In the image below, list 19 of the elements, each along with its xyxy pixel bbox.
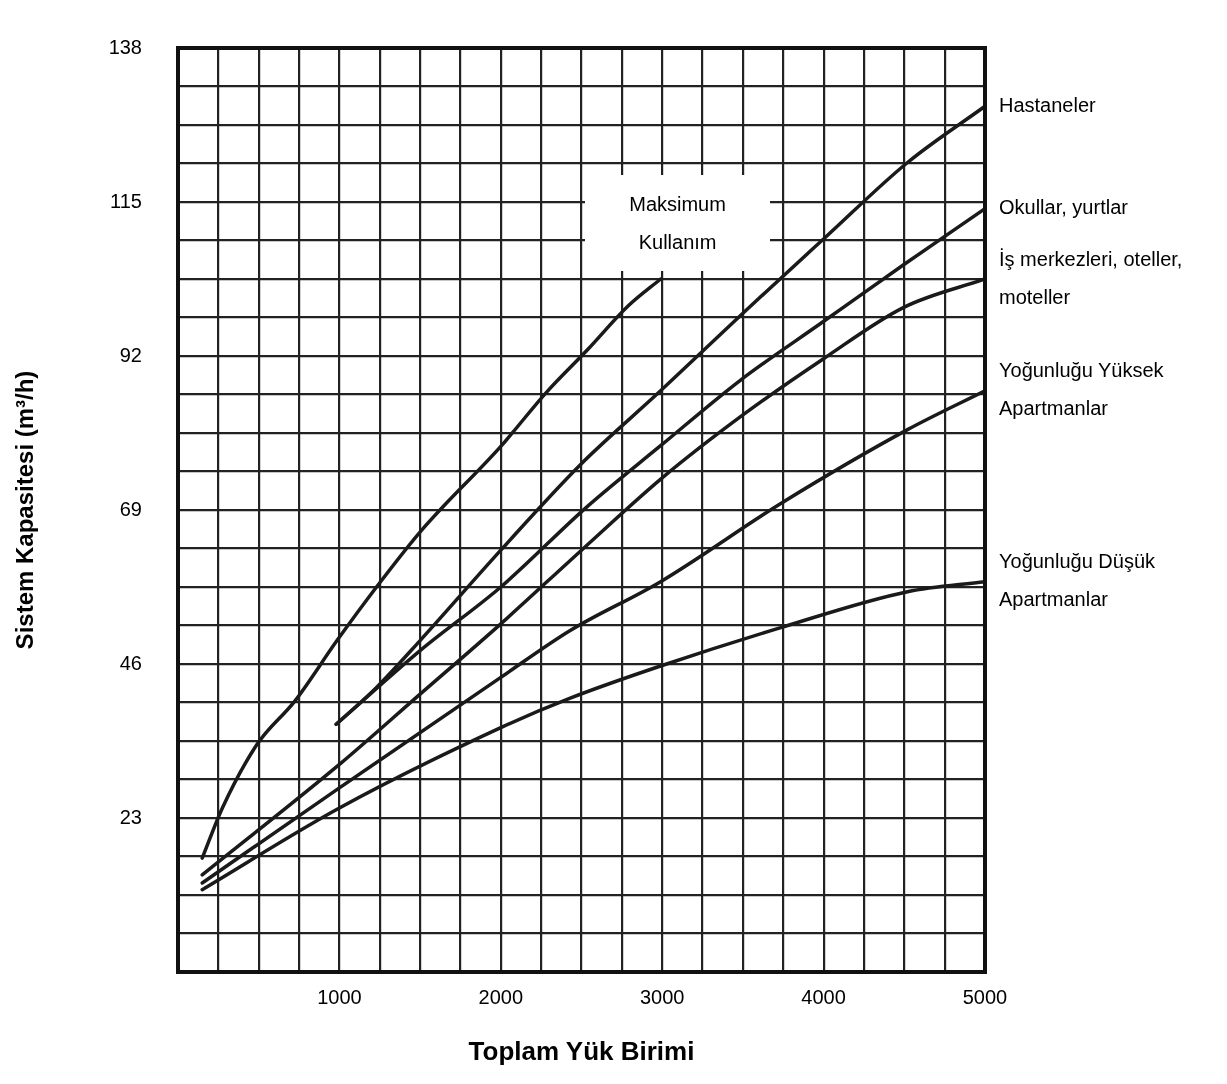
series-label: Yoğunluğu Düşük Apartmanlar: [999, 550, 1157, 611]
x-tick-label: 2000: [478, 985, 524, 1008]
series-label: Okullar, yurtlar: [999, 196, 1129, 219]
y-tick-label: 69: [119, 497, 142, 520]
x-tick-label: 1000: [317, 985, 362, 1008]
series-label: Yoğunluğu Yüksek Apartmanlar: [999, 359, 1165, 420]
x-tick-label: 5000: [962, 985, 1008, 1008]
y-tick-label: 92: [119, 343, 142, 366]
series-label: Hastaneler: [999, 93, 1097, 116]
x-axis-title: Toplam Yük Birimi: [468, 1035, 695, 1066]
series-label: İş merkezleri, oteller, moteller: [999, 247, 1183, 308]
y-tick-label: 46: [119, 651, 142, 674]
y-tick-label: 138: [108, 35, 142, 58]
y-tick-label: 23: [119, 805, 142, 828]
x-tick-label: 4000: [801, 985, 846, 1008]
y-axis-title: Sistem Kapasitesi (m³/h): [11, 370, 39, 650]
label-box: Maksimum Kullanım: [585, 175, 771, 271]
x-tick-label: 3000: [639, 985, 685, 1008]
y-tick-label: 115: [110, 189, 142, 212]
